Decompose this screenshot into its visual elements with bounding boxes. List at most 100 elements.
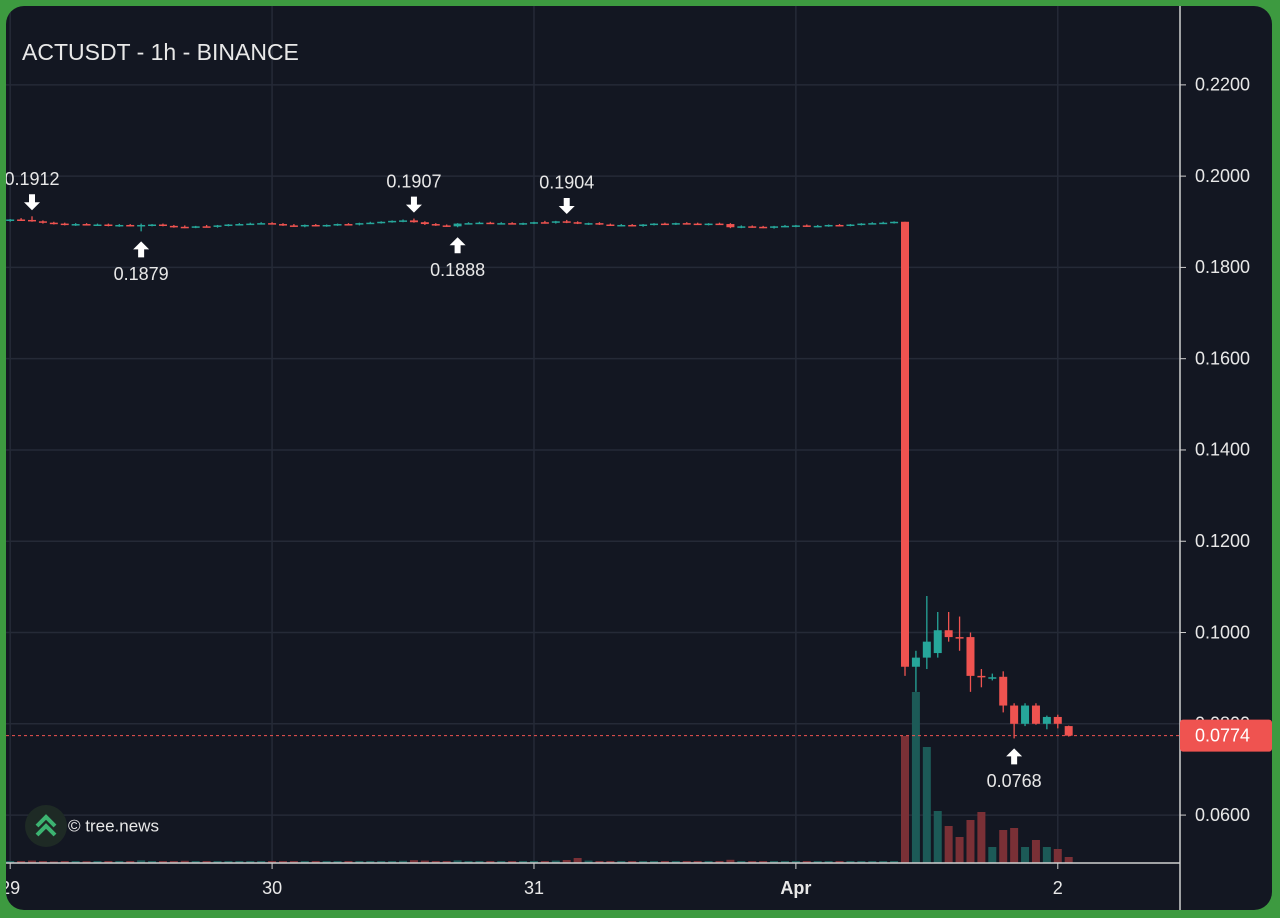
low-label: 0.1879 (114, 264, 169, 284)
volume-bar (726, 859, 735, 863)
volume-bar (835, 861, 844, 863)
candle-body (257, 223, 266, 225)
volume-bar (704, 861, 713, 863)
candle-body (475, 222, 484, 225)
volume-bar (399, 860, 408, 863)
chart-title: ACTUSDT - 1h - BINANCE (22, 39, 299, 65)
candle-body (1010, 705, 1019, 724)
candle-body (944, 630, 953, 638)
volume-bar (202, 861, 211, 863)
candle-body (38, 221, 47, 223)
candle-body (857, 223, 866, 226)
volume-bar (475, 861, 484, 863)
low-arrow (133, 241, 150, 258)
candle-body (551, 221, 560, 223)
volume-bar (420, 860, 429, 863)
candle-body (311, 224, 320, 227)
logo-icon (35, 814, 57, 837)
volume-bar (737, 861, 746, 863)
volume-bar (322, 861, 331, 863)
volume-bar (639, 861, 648, 863)
volume-bar (1031, 840, 1040, 863)
candle-body (573, 222, 582, 224)
candle-body (442, 225, 451, 227)
y-tick-label: 0.1800 (1195, 257, 1250, 277)
candle-body (606, 224, 615, 227)
volume-bar (966, 820, 975, 863)
volume-bar (573, 858, 582, 863)
candle-body (562, 221, 571, 223)
volume-bar (529, 861, 538, 863)
y-tick-label: 0.1200 (1195, 531, 1250, 551)
candle-body (1064, 726, 1073, 736)
volume-bar (213, 861, 222, 863)
volume-bar (115, 861, 124, 863)
candle-body (759, 226, 768, 229)
volume-bar (28, 860, 37, 863)
candle-body (966, 637, 975, 676)
candle-body (420, 222, 429, 225)
candle-body (191, 226, 200, 228)
volume-bar (780, 861, 789, 863)
volume-bar (955, 837, 964, 863)
volume-bar (759, 861, 768, 863)
high-label: 0.1904 (539, 173, 594, 193)
low-arrow (1006, 748, 1023, 765)
volume-bar (257, 861, 266, 863)
candle-body (17, 219, 26, 221)
candle-body (1042, 716, 1051, 724)
x-tick-label: 2 (1053, 878, 1063, 898)
candle-body (1053, 716, 1062, 724)
candle-body (529, 222, 538, 224)
volume-bar (617, 861, 626, 863)
candle-body (409, 220, 418, 223)
volume-bar (126, 861, 135, 863)
volume-bar (388, 861, 397, 863)
volume-bar (191, 861, 200, 863)
volume-bar (137, 860, 146, 863)
candle-body (246, 223, 255, 226)
chart: 0.06000.08000.10000.12000.14000.16000.18… (6, 6, 1272, 910)
candle-body (802, 225, 811, 227)
candle-body (540, 222, 549, 224)
candle-body (508, 223, 517, 225)
volume-bar (802, 861, 811, 863)
candle-body (977, 675, 986, 678)
high-arrow (24, 194, 41, 211)
x-tick-label: 30 (262, 878, 282, 898)
volume-bar (366, 861, 375, 863)
candle-body (650, 223, 659, 226)
volume-bar (1021, 847, 1030, 863)
candle-body (377, 221, 386, 224)
candle-body (60, 223, 69, 226)
candle-body (748, 226, 757, 228)
volume-bar (431, 861, 440, 863)
candle-body (791, 225, 800, 227)
volume-bar (1064, 857, 1073, 863)
y-tick-label: 0.1600 (1195, 348, 1250, 368)
volume-bar (453, 860, 462, 863)
volume-bar (584, 860, 593, 863)
candle-body (115, 224, 124, 227)
candle-body (988, 677, 997, 679)
volume-bar (1053, 849, 1062, 863)
volume-bar (409, 860, 418, 863)
candle-body (104, 224, 113, 227)
x-tick-label: 31 (524, 878, 544, 898)
volume-bar (289, 861, 298, 863)
volume-bar (6, 861, 15, 863)
volume-bar (890, 861, 899, 863)
candle-body (137, 224, 146, 227)
candle-body (289, 225, 298, 227)
candle-body (911, 657, 920, 667)
axes: 0.06000.08000.10000.12000.14000.16000.18… (6, 75, 1272, 898)
volume-bar (1010, 828, 1019, 863)
volume-bar (824, 861, 833, 863)
volume-bar (344, 861, 353, 863)
high-arrow (405, 196, 422, 213)
candle-body (628, 224, 637, 227)
low-arrow (449, 237, 466, 254)
volume-bar (944, 826, 953, 863)
volume-bar (268, 861, 277, 863)
candle-body (617, 224, 626, 227)
